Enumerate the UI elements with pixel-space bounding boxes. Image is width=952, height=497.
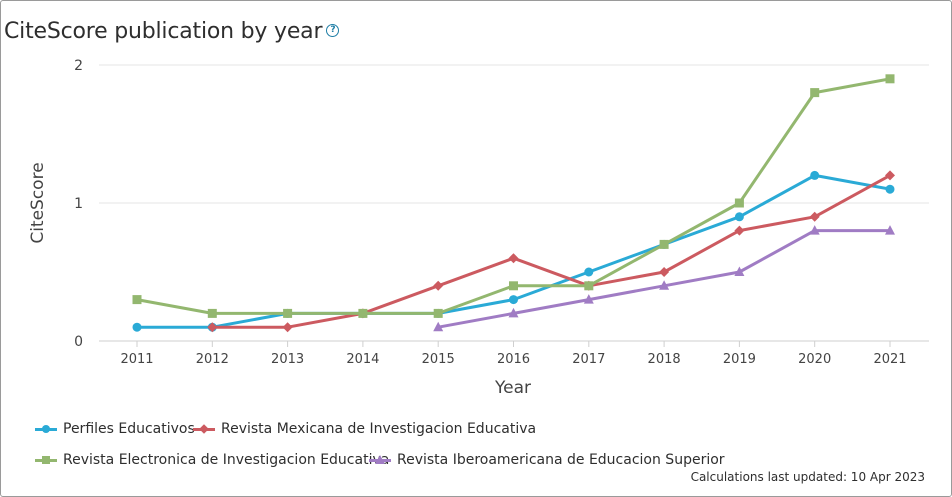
x-tick-label: 2019 <box>723 352 756 367</box>
legend-label: Revista Iberoamericana de Educacion Supe… <box>397 452 725 468</box>
legend-item-revista-iberoamericana[interactable]: Revista Iberoamericana de Educacion Supe… <box>369 452 725 468</box>
data-point[interactable] <box>659 267 670 277</box>
legend-item-revista-mexicana[interactable]: Revista Mexicana de Investigacion Educat… <box>193 421 536 437</box>
legend-item-perfiles-educativos[interactable]: Perfiles Educativos <box>35 421 195 437</box>
data-point[interactable] <box>659 280 670 290</box>
data-point[interactable] <box>885 225 895 235</box>
y-tick-label: 2 <box>74 58 83 74</box>
x-tick-label: 2015 <box>422 352 455 367</box>
data-point[interactable] <box>508 253 519 264</box>
legend-label: Revista Electronica de Investigacion Edu… <box>63 452 390 468</box>
series-line <box>212 174 891 329</box>
x-tick-label: 2016 <box>497 352 530 367</box>
legend-label: Perfiles Educativos <box>63 421 195 437</box>
series-1 <box>132 170 895 332</box>
data-point[interactable] <box>885 170 895 181</box>
data-point[interactable] <box>810 88 820 98</box>
data-point[interactable] <box>734 225 745 236</box>
legend-item-revista-electronica[interactable]: Revista Electronica de Investigacion Edu… <box>35 452 389 468</box>
x-tick-label: 2018 <box>648 352 681 367</box>
data-point[interactable] <box>885 184 895 194</box>
data-point[interactable] <box>433 280 444 291</box>
data-point[interactable] <box>659 239 669 249</box>
x-tick-label: 2021 <box>873 352 906 367</box>
data-point[interactable] <box>283 308 293 318</box>
x-tick-label: 2020 <box>798 352 831 367</box>
data-point[interactable] <box>433 308 443 318</box>
last-updated-text: Calculations last updated: 10 Apr 2023 <box>690 470 925 484</box>
data-point[interactable] <box>207 322 218 333</box>
chart-title: CiteScore publication by year? <box>4 19 340 44</box>
data-point[interactable] <box>358 308 368 318</box>
question-circle-icon[interactable]: ? <box>326 23 340 37</box>
data-point[interactable] <box>132 295 142 305</box>
series-3 <box>132 74 895 318</box>
x-tick-label: 2011 <box>120 352 153 367</box>
y-axis-label: CiteScore <box>28 162 48 243</box>
x-tick-label: 2017 <box>572 352 605 367</box>
data-point[interactable] <box>734 198 744 208</box>
data-point[interactable] <box>809 225 820 235</box>
data-point[interactable] <box>508 307 519 318</box>
y-tick-label: 1 <box>74 196 83 212</box>
data-point[interactable] <box>584 281 594 291</box>
data-point[interactable] <box>734 266 745 277</box>
data-point[interactable] <box>809 211 820 222</box>
data-point[interactable] <box>885 74 895 84</box>
legend-label: Revista Mexicana de Investigacion Educat… <box>221 421 537 437</box>
x-tick-label: 2013 <box>271 352 304 367</box>
x-axis-label: Year <box>494 378 531 398</box>
data-point[interactable] <box>207 308 217 318</box>
data-point[interactable] <box>734 212 744 222</box>
data-point[interactable] <box>509 281 518 291</box>
data-point[interactable] <box>509 295 518 305</box>
y-tick-label: 0 <box>74 334 83 350</box>
data-point[interactable] <box>433 321 444 332</box>
data-point[interactable] <box>583 294 594 304</box>
x-tick-label: 2012 <box>196 352 229 367</box>
data-point[interactable] <box>584 267 594 277</box>
data-point[interactable] <box>282 322 293 333</box>
series-4 <box>433 225 895 332</box>
data-point[interactable] <box>132 322 142 332</box>
x-tick-label: 2014 <box>346 352 379 367</box>
data-point[interactable] <box>810 170 820 180</box>
